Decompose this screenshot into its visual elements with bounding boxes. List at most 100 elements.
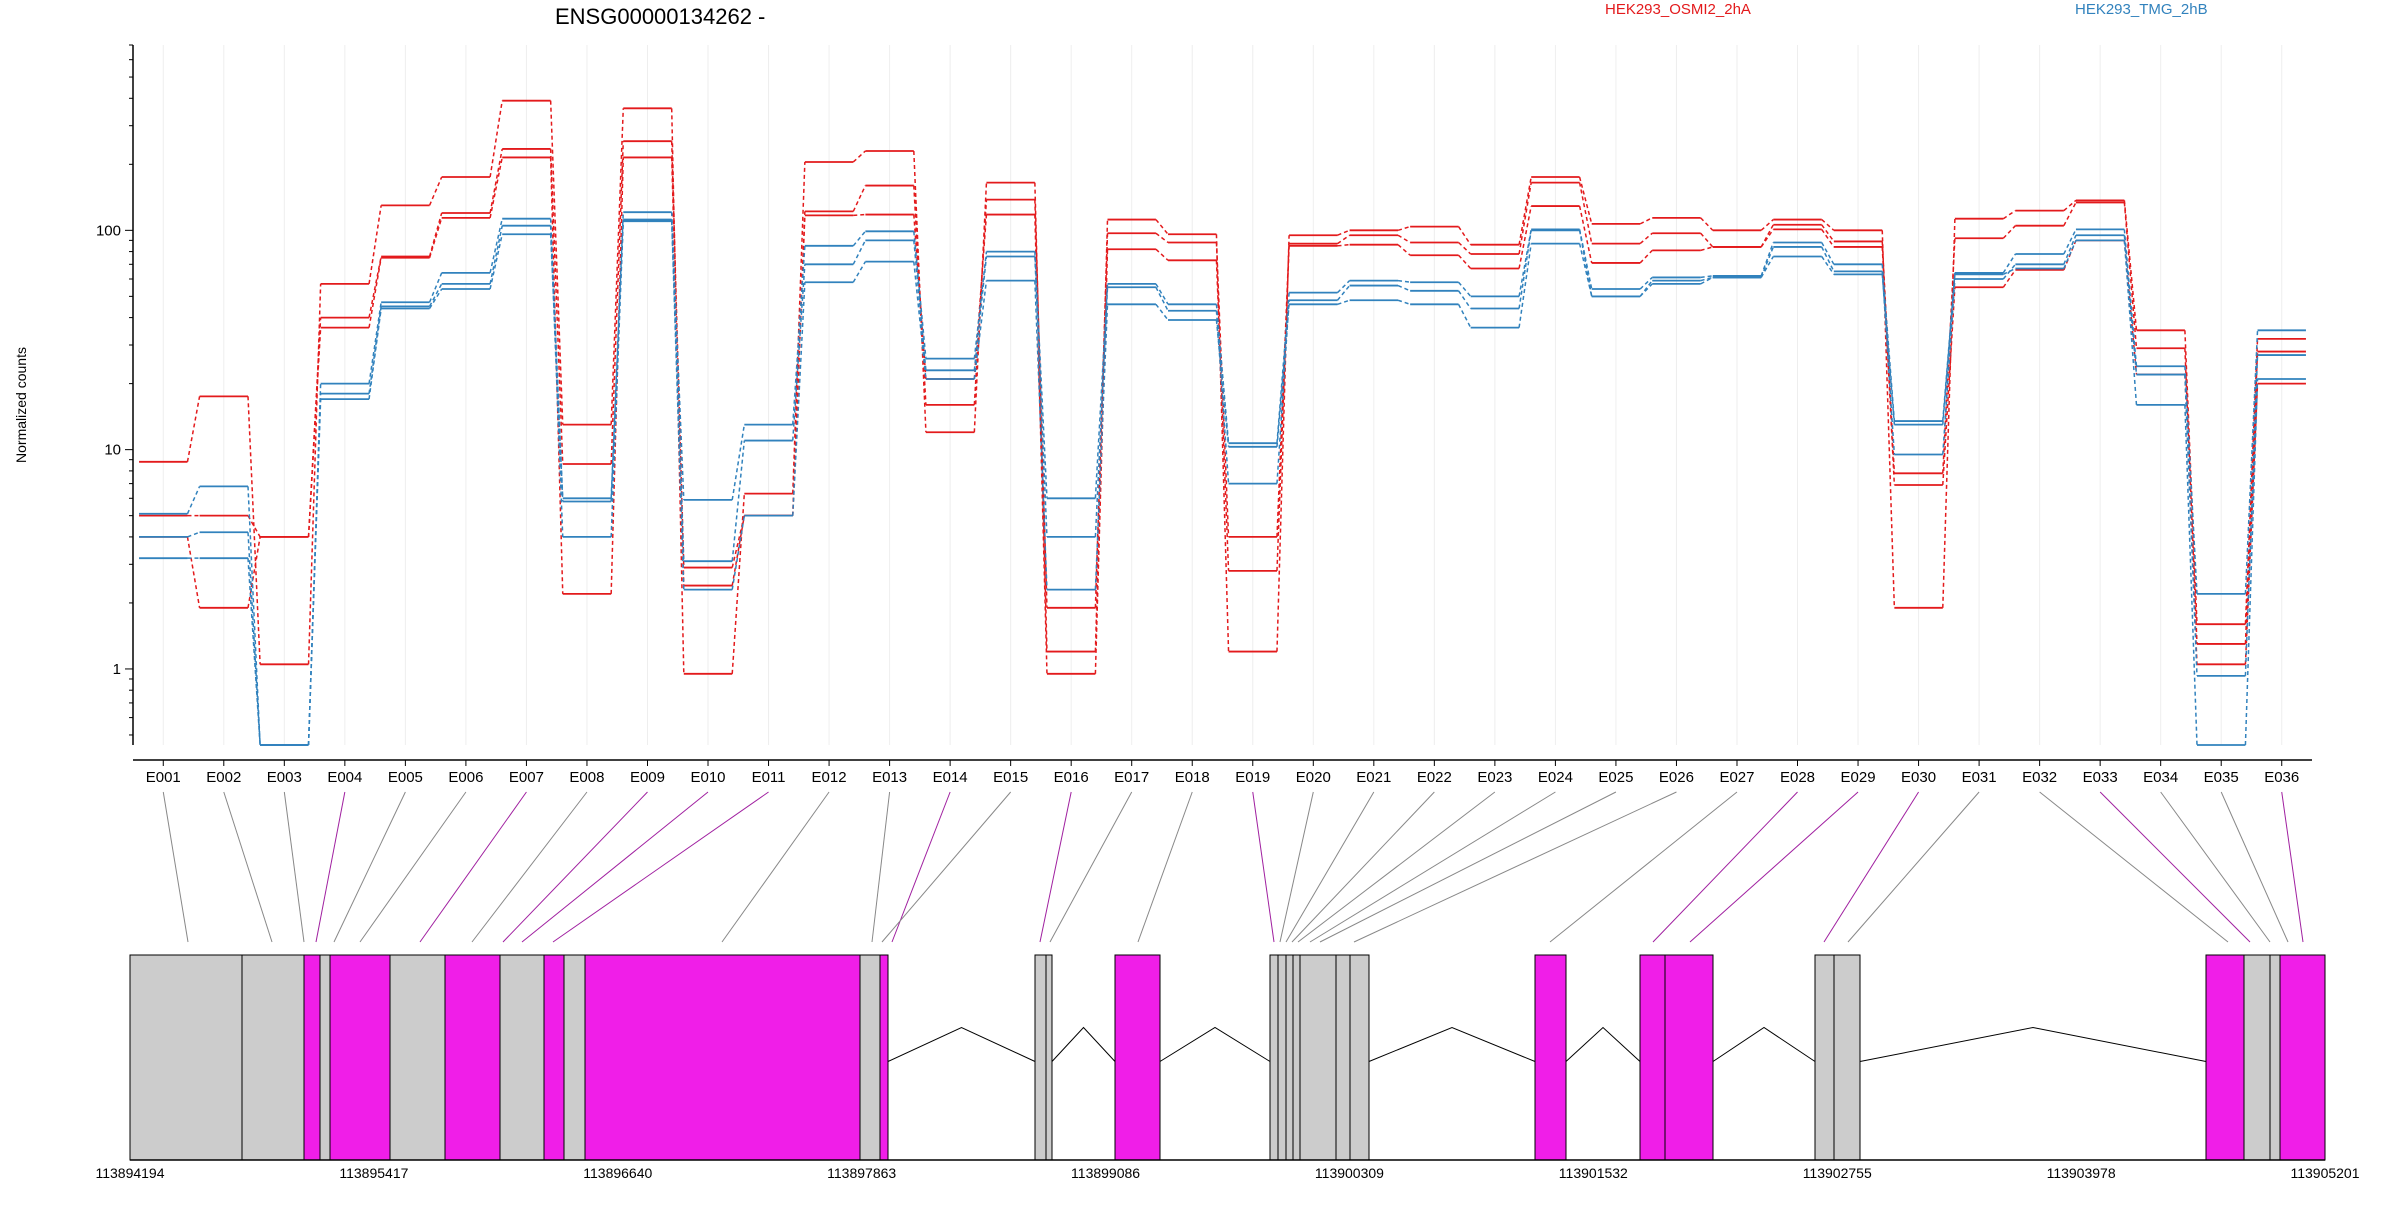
series-connector-E017 <box>1155 283 1169 305</box>
x-tick-label-E013: E013 <box>872 769 907 786</box>
exon-box-highlight-5 <box>584 954 861 1161</box>
exon-box-grey-2 <box>241 954 305 1161</box>
genomic-label-113896640: 113896640 <box>583 1165 652 1181</box>
genomic-label-113901532: 113901532 <box>1559 1165 1628 1181</box>
series-connector-E021 <box>1397 234 1411 244</box>
legend-label-tmg: HEK293_TMG_2hB <box>2075 1 2208 18</box>
series-connector-E004 <box>368 205 382 284</box>
series-connector-E001 <box>186 486 201 515</box>
x-tick-label-E022: E022 <box>1417 769 1452 786</box>
intron-line-6 <box>1712 1026 1816 1062</box>
series-connector-E014 <box>973 256 988 371</box>
series-connector-E027 <box>1760 242 1775 277</box>
exon-box-grey-1 <box>129 954 243 1161</box>
series-connector-E023 <box>1518 229 1532 297</box>
series-connector-E005 <box>428 176 443 206</box>
series-connector-E004 <box>368 257 382 328</box>
gene-model: 113894194 113895417 113896640 113897863 1138… <box>95 954 2360 1181</box>
series-connector-E027 <box>1760 246 1774 278</box>
series-connector-E007 <box>549 148 564 465</box>
exon-box-grey-9 <box>1045 954 1053 1161</box>
connector-E025 <box>1319 791 1617 943</box>
series-connector-E033 <box>2123 202 2138 349</box>
series-connector-E011 <box>792 264 806 441</box>
connector-E009 <box>502 791 648 943</box>
exon-box-grey-3 <box>319 954 331 1161</box>
series-connector-E029 <box>1881 241 1896 474</box>
series-connector-E023 <box>1518 176 1532 245</box>
series-connector-E006 <box>489 100 503 178</box>
series-connector-E024 <box>1578 205 1593 264</box>
exon-box-grey-12 <box>1285 954 1294 1161</box>
series-connector-E020 <box>1336 285 1351 301</box>
series-connector-E003 <box>307 399 322 746</box>
series-connector-E024 <box>1578 243 1593 297</box>
series-connector-E024 <box>1578 182 1593 244</box>
exon-box-highlight-6 <box>879 954 889 1161</box>
series-connector-E012 <box>852 261 867 283</box>
series-connector-E013 <box>913 185 927 405</box>
series-connector-E019 <box>1276 300 1290 484</box>
series-connector-E013 <box>913 240 927 371</box>
series-connector-E007 <box>549 100 564 425</box>
x-tick-label-E033: E033 <box>2083 769 2118 786</box>
series-connector-E009 <box>670 221 685 590</box>
series-connector-E010 <box>731 424 746 501</box>
y-axis-label: Normalized counts <box>13 347 29 463</box>
connector-E008 <box>471 791 588 943</box>
x-tick-label-E036: E036 <box>2264 769 2299 786</box>
x-tick-label-E035: E035 <box>2204 769 2239 786</box>
series-connector-E010 <box>731 515 746 590</box>
genomic-label-113899086: 113899086 <box>1071 1165 1140 1181</box>
series-connector-E023 <box>1518 182 1532 255</box>
intron-line-7 <box>1859 1026 2207 1062</box>
x-tick-label-E017: E017 <box>1114 769 1149 786</box>
series-connector-E019 <box>1276 245 1290 571</box>
series-connector-E021 <box>1397 244 1411 256</box>
x-tick-label-E020: E020 <box>1296 769 1331 786</box>
genomic-label-113895417: 113895417 <box>339 1165 408 1181</box>
series-connector-E022 <box>1457 290 1472 309</box>
exon-box-grey-11 <box>1277 954 1287 1161</box>
series-connector-E024 <box>1578 176 1593 225</box>
series-connector-E026 <box>1700 276 1713 282</box>
series-connector-E011 <box>792 161 806 494</box>
connector-E032 <box>2039 791 2229 943</box>
x-tick-label-E005: E005 <box>388 769 423 786</box>
intron-line-1 <box>887 1026 1036 1062</box>
series-connector-E006 <box>489 225 503 285</box>
series-connector-E022 <box>1458 254 1472 269</box>
connector-E035 <box>2220 791 2289 943</box>
connector-E026 <box>1353 791 1677 943</box>
series-connector-E028 <box>1821 218 1835 231</box>
connector-E019 <box>1252 791 1275 943</box>
x-tick-label-E006: E006 <box>448 769 483 786</box>
series-connector-E006 <box>489 148 503 214</box>
series-connector-E020 <box>1336 280 1351 294</box>
x-tick-label-E026: E026 <box>1659 769 1694 786</box>
x-tick-label-E034: E034 <box>2143 769 2178 786</box>
x-tick-label-E012: E012 <box>812 769 847 786</box>
exon-box-highlight-4 <box>543 954 565 1161</box>
exon-box-grey-7 <box>859 954 881 1161</box>
exon-box-highlight-10 <box>1664 954 1714 1161</box>
series-connector-E028 <box>1821 246 1835 272</box>
series-connector-E029 <box>1881 264 1896 422</box>
series-HEK293_TMG_2hB-1 <box>139 211 2306 746</box>
series-connector-E018 <box>1215 319 1230 447</box>
x-tick-label-E024: E024 <box>1538 769 1573 786</box>
series-connector-E002 <box>247 532 261 746</box>
series-connector-E031 <box>2002 209 2016 220</box>
connector-E034 <box>2160 791 2271 943</box>
exon-box-grey-6 <box>563 954 586 1161</box>
series-connector-E013 <box>913 261 927 380</box>
series-connector-E023 <box>1518 205 1532 269</box>
series-connector-E009 <box>670 157 685 586</box>
series-connector-E034 <box>2184 366 2198 594</box>
series-connector-E001 <box>187 531 200 538</box>
connector-E027 <box>1549 791 1738 943</box>
axes: 1 10 100 E001 E002 E003 E004 E005 E006 E007 E008 E0… <box>96 44 2312 786</box>
connector-E028 <box>1652 791 1798 943</box>
series-HEK293_TMG_2hB-3 <box>139 220 2306 746</box>
exon-box-grey-15 <box>1335 954 1351 1161</box>
